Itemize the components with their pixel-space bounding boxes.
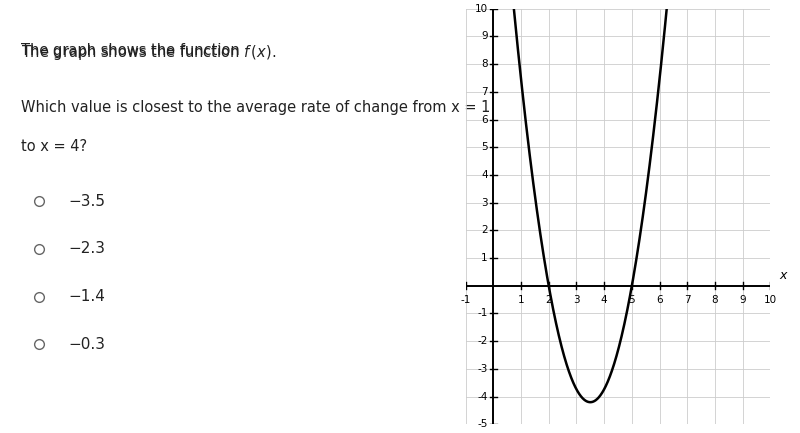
Text: −1.4: −1.4 — [69, 289, 106, 304]
Text: -3: -3 — [478, 364, 488, 374]
Text: 2: 2 — [481, 225, 488, 236]
Text: -1: -1 — [478, 308, 488, 319]
Text: 7: 7 — [481, 87, 488, 97]
Text: 7: 7 — [684, 295, 690, 305]
Text: 5: 5 — [629, 295, 635, 305]
Text: 5: 5 — [481, 142, 488, 152]
Text: $x$: $x$ — [779, 268, 789, 281]
Text: 4: 4 — [601, 295, 607, 305]
Text: −0.3: −0.3 — [69, 337, 106, 352]
Text: to x = 4?: to x = 4? — [22, 139, 87, 154]
Text: 10: 10 — [764, 295, 777, 305]
Text: 8: 8 — [712, 295, 718, 305]
Text: 2: 2 — [546, 295, 552, 305]
Text: 9: 9 — [481, 31, 488, 42]
Text: 10: 10 — [474, 3, 488, 14]
Text: -5: -5 — [478, 419, 488, 430]
Text: −2.3: −2.3 — [69, 242, 106, 256]
Text: 1: 1 — [518, 295, 524, 305]
Text: 3: 3 — [573, 295, 580, 305]
Text: 6: 6 — [656, 295, 663, 305]
Text: 3: 3 — [481, 197, 488, 208]
Text: −3.5: −3.5 — [69, 194, 106, 209]
Text: -1: -1 — [460, 295, 470, 305]
Text: The graph shows the function: The graph shows the function — [22, 43, 245, 58]
Text: -2: -2 — [478, 336, 488, 346]
Text: 4: 4 — [481, 170, 488, 180]
Text: 1: 1 — [481, 253, 488, 263]
Text: The graph shows the function $f\,(x)$.: The graph shows the function $f\,(x)$. — [22, 43, 277, 62]
Text: 9: 9 — [739, 295, 746, 305]
Text: 8: 8 — [481, 59, 488, 69]
Text: 6: 6 — [481, 114, 488, 125]
Text: -4: -4 — [478, 391, 488, 402]
Text: Which value is closest to the average rate of change from x = 1: Which value is closest to the average ra… — [22, 100, 490, 115]
